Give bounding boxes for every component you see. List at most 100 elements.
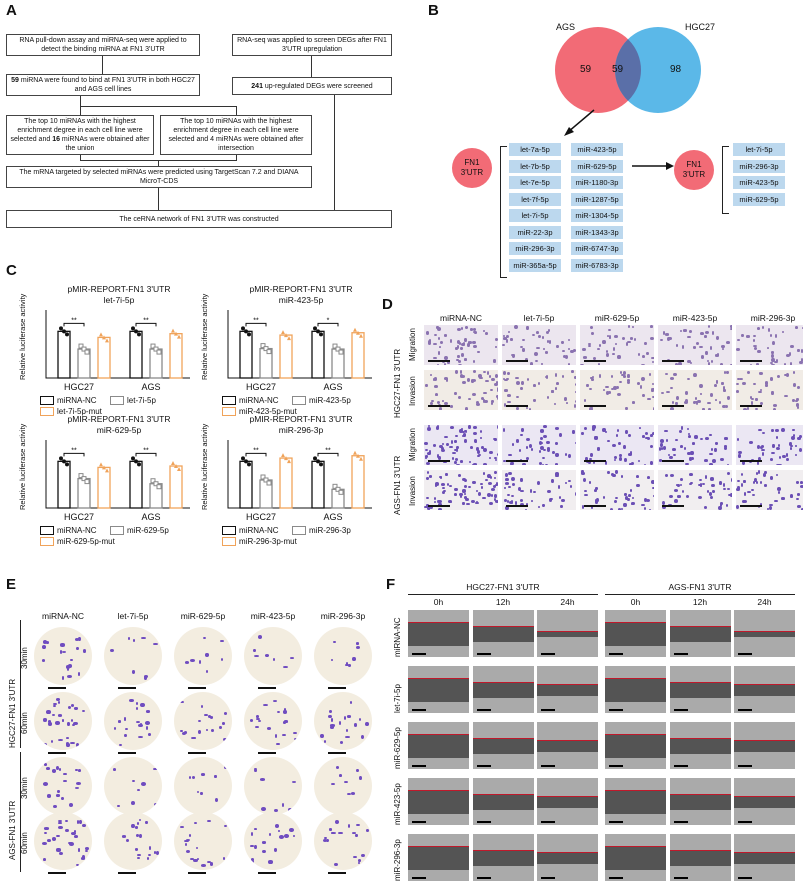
- colony-dot: [58, 739, 63, 741]
- legend-swatch: [40, 396, 54, 405]
- cell-dot: [678, 362, 681, 365]
- cell-sheet: [605, 722, 666, 734]
- cell-dot: [454, 440, 456, 442]
- cell-dot: [647, 476, 650, 479]
- cell-dot: [584, 427, 587, 430]
- colony-dot: [46, 710, 50, 714]
- cell-dot: [649, 509, 651, 510]
- colony-dot: [125, 728, 128, 730]
- cell-dot: [704, 459, 708, 462]
- cell-dot: [515, 377, 519, 379]
- cell-dot: [538, 382, 540, 385]
- colony-dot: [192, 737, 196, 739]
- cell-dot: [782, 331, 784, 333]
- cell-dot: [473, 370, 476, 373]
- cell-dot: [571, 370, 574, 373]
- cell-dot: [681, 427, 683, 430]
- cell-dot: [711, 484, 715, 487]
- mirna-item: let-7f-5p: [509, 193, 561, 206]
- cell-dot: [466, 503, 470, 506]
- colony-dish: [314, 757, 372, 815]
- flow-box-intersection: The top 10 miRNAs with the highest enric…: [160, 115, 312, 155]
- luc-bar: [98, 467, 110, 508]
- cell-dot: [700, 332, 704, 335]
- arrow-right-icon: [630, 160, 676, 172]
- cell-dot: [680, 330, 682, 332]
- wound-image: [473, 722, 534, 769]
- colony-dot: [293, 732, 297, 734]
- mirna-item: miR-629-5p: [571, 160, 623, 173]
- flow-count-59: 59: [11, 77, 19, 84]
- colony-dot: [320, 734, 323, 738]
- cell-dot: [606, 353, 609, 357]
- luc-point: [316, 459, 320, 463]
- colony-dish: [314, 812, 372, 870]
- mirna-item: miR-1343-3p: [571, 226, 623, 239]
- colony-dot: [356, 642, 360, 645]
- cell-sheet: [670, 666, 731, 682]
- colony-dot: [81, 857, 85, 860]
- cell-dot: [614, 500, 617, 503]
- luc-bar: [170, 466, 182, 508]
- luc-group-label: AGS: [308, 512, 358, 522]
- mirna-item: miR-6747-3p: [571, 242, 623, 255]
- cell-dot: [737, 486, 739, 490]
- colony-dot: [114, 727, 116, 730]
- colony-dot: [189, 776, 192, 779]
- luc-legend-item: miR-296-3p: [292, 526, 351, 535]
- colony-dot: [147, 857, 149, 860]
- cell-dot: [771, 351, 774, 353]
- wound-group-header: HGC27-FN1 3'UTR: [408, 582, 598, 592]
- legend-label: miRNA-NC: [57, 526, 97, 535]
- colony-dot: [219, 726, 222, 729]
- scale-bar: [258, 687, 276, 689]
- transwell-image: [736, 370, 803, 410]
- cell-dot: [437, 364, 440, 365]
- cell-dot: [532, 334, 535, 336]
- cell-dot: [755, 408, 757, 410]
- cell-dot: [747, 371, 750, 374]
- cell-sheet: [605, 778, 666, 790]
- cell-dot: [555, 427, 559, 429]
- cell-dot: [478, 492, 481, 496]
- luc-point: [171, 329, 175, 333]
- colony-dot: [284, 834, 289, 838]
- cell-dot: [516, 407, 519, 410]
- colony-dot: [353, 856, 357, 858]
- cell-dot: [493, 438, 496, 440]
- luc-chart-subtitle: miR-629-5p: [44, 425, 194, 435]
- colony-group-label: HGC27-FN1 3'UTR: [8, 679, 17, 748]
- cell-dot: [623, 503, 626, 507]
- colony-dot: [351, 792, 356, 795]
- cell-dot: [568, 339, 570, 341]
- colony-dot: [279, 835, 284, 839]
- flow-arrow: [158, 160, 159, 166]
- scale-bar: [740, 405, 762, 407]
- colony-dot: [331, 718, 334, 721]
- mirna-item: let-7b-5p: [509, 160, 561, 173]
- colony-dot: [275, 824, 279, 828]
- cell-dot: [642, 355, 645, 358]
- cell-dot: [795, 454, 797, 457]
- colony-dot: [48, 722, 52, 726]
- cell-dot: [663, 446, 666, 450]
- wound-image: [473, 610, 534, 657]
- cell-dot: [568, 363, 571, 365]
- luc-bar: [240, 331, 252, 378]
- flow-box-pulldown: RNA pull-down assay and miRNA-seq were a…: [6, 34, 200, 56]
- cell-dot: [440, 476, 442, 479]
- colony-dot: [118, 720, 122, 722]
- luc-point: [281, 330, 285, 334]
- cell-sheet: [734, 610, 795, 631]
- colony-dot: [44, 832, 47, 834]
- cell-dot: [573, 349, 576, 352]
- colony-dot: [211, 729, 214, 732]
- wound-image: [473, 778, 534, 825]
- luc-point: [137, 332, 141, 336]
- cell-dot: [795, 326, 798, 329]
- colony-dot: [294, 738, 298, 740]
- cell-dot: [454, 493, 457, 496]
- colony-dot: [62, 676, 65, 679]
- cell-dot: [687, 336, 690, 338]
- scale-bar: [48, 687, 66, 689]
